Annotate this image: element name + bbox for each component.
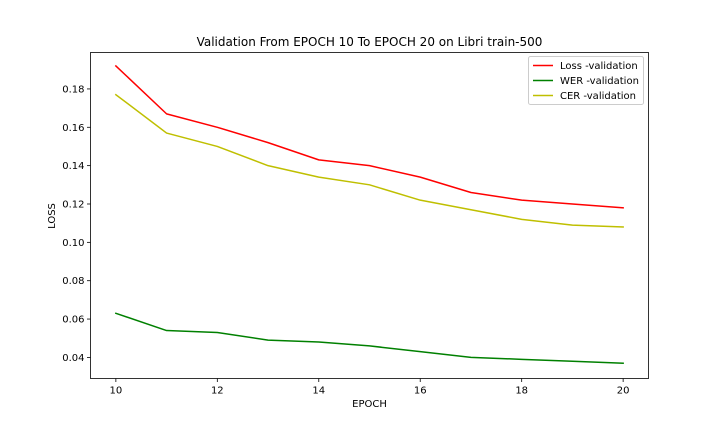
legend-box (528, 56, 644, 105)
legend-label: Loss -validation (560, 61, 638, 72)
x-tick-label: 12 (211, 386, 224, 397)
y-axis-ticks: 0.04 0.06 0.08 0.10 0.12 0.14 0.16 0.18 (62, 84, 91, 364)
legend-label: CER -validation (560, 91, 636, 102)
x-tick-label: 16 (414, 386, 427, 397)
y-tick-label: 0.14 (62, 161, 84, 172)
x-tick-label: 10 (109, 386, 122, 397)
y-tick-label: 0.04 (62, 353, 84, 364)
y-tick-label: 0.08 (62, 276, 84, 287)
x-tick-label: 14 (312, 386, 325, 397)
y-tick-label: 0.10 (62, 238, 84, 249)
series-line-2 (114, 312, 624, 364)
chart-title: Validation From EPOCH 10 To EPOCH 20 on … (197, 35, 543, 49)
y-tick-label: 0.16 (62, 123, 84, 134)
x-axis-label: EPOCH (352, 399, 387, 410)
x-tick-label: 18 (515, 386, 528, 397)
legend-label: WER -validation (560, 76, 639, 87)
legend: Loss -validation WER -validation CER -vali… (528, 56, 644, 105)
y-tick-label: 0.06 (62, 315, 84, 326)
series-line-3 (114, 93, 624, 228)
series-lines (114, 64, 624, 364)
y-axis-label: LOSS (47, 203, 58, 229)
series-line-1 (114, 64, 624, 209)
y-tick-label: 0.18 (62, 84, 84, 95)
x-axis-ticks: 10 12 14 16 18 20 (109, 378, 630, 397)
plot-frame (90, 52, 649, 379)
x-tick-label: 20 (617, 386, 630, 397)
y-tick-label: 0.12 (62, 199, 84, 210)
